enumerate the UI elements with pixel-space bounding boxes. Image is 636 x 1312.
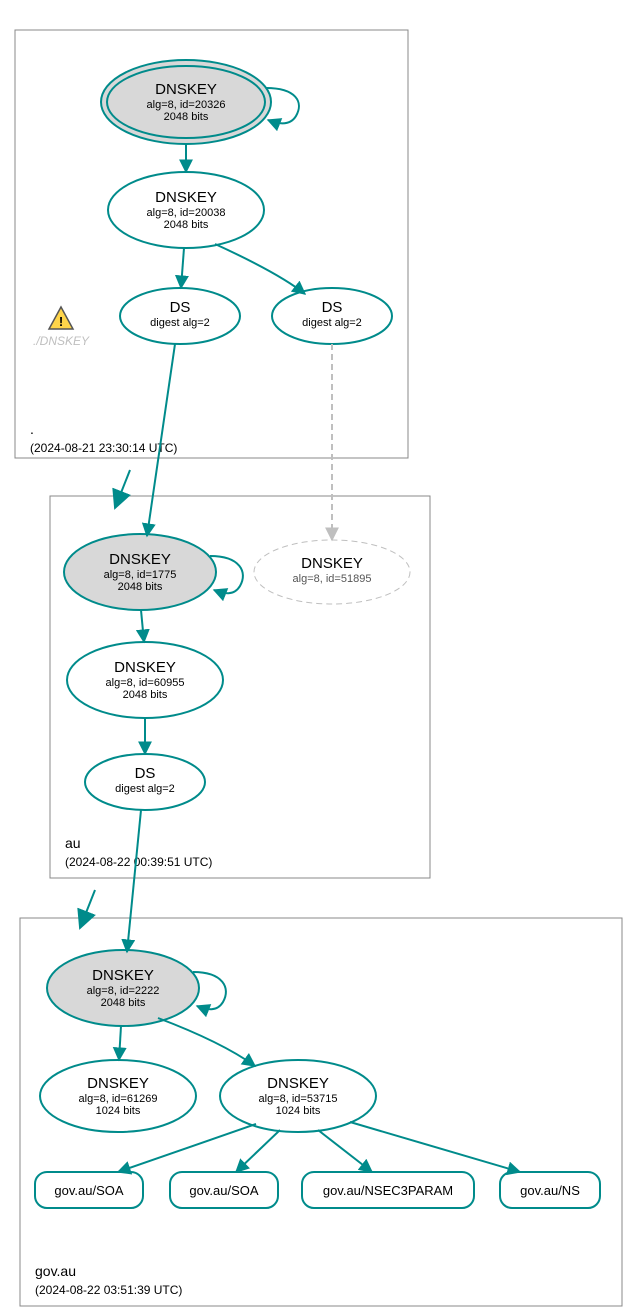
svg-text:2048 bits: 2048 bits: [123, 689, 168, 701]
node-root-ksk: DNSKEY alg=8, id=20326 2048 bits: [101, 60, 271, 144]
svg-text:alg=8, id=61269: alg=8, id=61269: [79, 1093, 158, 1105]
svg-text:DNSKEY: DNSKEY: [87, 1075, 149, 1092]
svg-text:DNSKEY: DNSKEY: [301, 555, 363, 572]
rr-soa1: gov.au/SOA: [35, 1172, 143, 1208]
edge-gov-ksk-to-zsk1: [119, 1026, 121, 1060]
node-au-dashed: DNSKEY alg=8, id=51895: [254, 540, 410, 604]
svg-text:DS: DS: [170, 299, 191, 316]
svg-text:DNSKEY: DNSKEY: [114, 659, 176, 676]
edge-root-zsk-to-ds2: [215, 244, 305, 294]
svg-text:2048 bits: 2048 bits: [164, 111, 209, 123]
svg-text:alg=8, id=53715: alg=8, id=53715: [259, 1093, 338, 1105]
svg-text:alg=8, id=60955: alg=8, id=60955: [106, 677, 185, 689]
edge-au-ksk-to-zsk: [141, 610, 144, 642]
svg-text:gov.au/NSEC3PARAM: gov.au/NSEC3PARAM: [323, 1183, 453, 1198]
edge-ds1-to-au-ksk: [147, 344, 175, 536]
zone-au-timestamp: (2024-08-22 00:39:51 UTC): [65, 855, 212, 869]
svg-text:alg=8, id=51895: alg=8, id=51895: [293, 573, 372, 585]
warning-label: ./DNSKEY: [33, 334, 90, 348]
svg-text:2048 bits: 2048 bits: [118, 581, 163, 593]
node-gov-ksk: DNSKEY alg=8, id=2222 2048 bits: [47, 950, 199, 1026]
svg-text:gov.au/SOA: gov.au/SOA: [54, 1183, 123, 1198]
svg-text:!: !: [59, 314, 63, 329]
svg-text:DNSKEY: DNSKEY: [155, 81, 217, 98]
rr-soa2: gov.au/SOA: [170, 1172, 278, 1208]
edge-zsk2-to-nsec3: [318, 1130, 372, 1172]
zone-root-timestamp: (2024-08-21 23:30:14 UTC): [30, 441, 177, 455]
svg-text:alg=8, id=20038: alg=8, id=20038: [147, 207, 226, 219]
edge-au-ds-to-gov-ksk: [127, 810, 141, 952]
edge-gov-ksk-to-zsk2: [158, 1018, 255, 1066]
svg-text:DS: DS: [322, 299, 343, 316]
zone-root-label: .: [30, 421, 34, 437]
zone-govau-label: gov.au: [35, 1263, 76, 1279]
node-root-ds2: DS digest alg=2: [272, 288, 392, 344]
rr-nsec3: gov.au/NSEC3PARAM: [302, 1172, 474, 1208]
node-root-ds1: DS digest alg=2: [120, 288, 240, 344]
svg-text:digest alg=2: digest alg=2: [115, 783, 175, 795]
svg-text:alg=8, id=2222: alg=8, id=2222: [87, 985, 160, 997]
svg-text:DNSKEY: DNSKEY: [267, 1075, 329, 1092]
svg-text:2048 bits: 2048 bits: [164, 219, 209, 231]
svg-text:DS: DS: [135, 765, 156, 782]
node-gov-zsk1: DNSKEY alg=8, id=61269 1024 bits: [40, 1060, 196, 1132]
zone-govau-timestamp: (2024-08-22 03:51:39 UTC): [35, 1283, 182, 1297]
rr-ns: gov.au/NS: [500, 1172, 600, 1208]
svg-text:digest alg=2: digest alg=2: [150, 317, 210, 329]
svg-text:2048 bits: 2048 bits: [101, 997, 146, 1009]
svg-text:DNSKEY: DNSKEY: [155, 189, 217, 206]
svg-text:digest alg=2: digest alg=2: [302, 317, 362, 329]
node-au-ds: DS digest alg=2: [85, 754, 205, 810]
svg-text:1024 bits: 1024 bits: [276, 1105, 321, 1117]
svg-text:gov.au/NS: gov.au/NS: [520, 1183, 580, 1198]
svg-text:alg=8, id=20326: alg=8, id=20326: [147, 99, 226, 111]
node-root-zsk: DNSKEY alg=8, id=20038 2048 bits: [108, 172, 264, 248]
zone-au-label: au: [65, 835, 81, 851]
svg-text:DNSKEY: DNSKEY: [109, 551, 171, 568]
warning-icon: !: [49, 307, 73, 329]
edge-zsk2-to-ns: [350, 1122, 520, 1172]
edge-zone-root-to-au: [115, 470, 130, 508]
node-au-zsk: DNSKEY alg=8, id=60955 2048 bits: [67, 642, 223, 718]
svg-text:DNSKEY: DNSKEY: [92, 967, 154, 984]
dnssec-chain-diagram: . (2024-08-21 23:30:14 UTC) ! ./DNSKEY D…: [0, 0, 636, 1312]
svg-text:gov.au/SOA: gov.au/SOA: [189, 1183, 258, 1198]
edge-zone-au-to-gov: [80, 890, 95, 928]
node-gov-zsk2: DNSKEY alg=8, id=53715 1024 bits: [220, 1060, 376, 1132]
svg-text:1024 bits: 1024 bits: [96, 1105, 141, 1117]
edge-zsk2-to-soa2: [236, 1130, 280, 1172]
edge-root-zsk-to-ds1: [181, 248, 184, 288]
node-au-ksk: DNSKEY alg=8, id=1775 2048 bits: [64, 534, 216, 610]
svg-text:alg=8, id=1775: alg=8, id=1775: [104, 569, 177, 581]
